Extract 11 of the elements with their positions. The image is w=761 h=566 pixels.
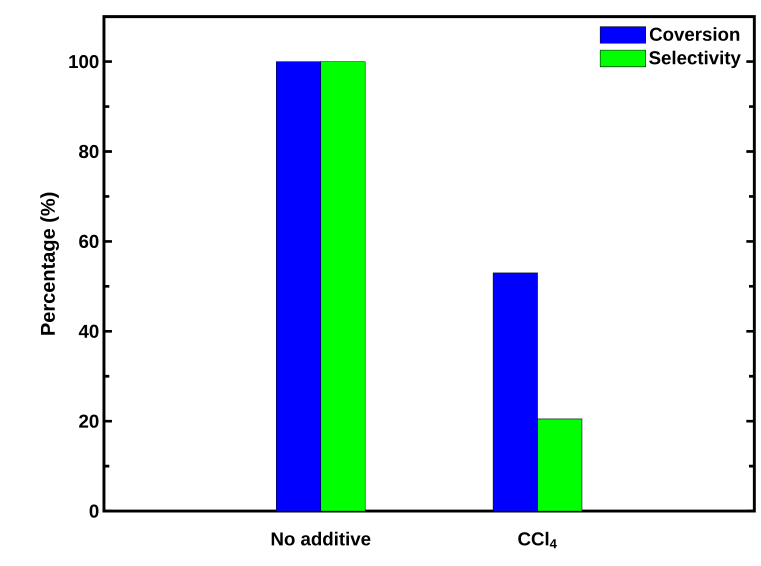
x-tick-label: No additive — [272, 532, 370, 546]
y-axis-title: Percentage (%) — [40, 192, 59, 335]
y-tick-label: 0 — [90, 504, 98, 518]
legend-label: Selectivity — [649, 50, 741, 68]
y-tick-label: 80 — [79, 145, 98, 158]
legend-label: Coversion — [650, 27, 740, 42]
y-tick-label: 60 — [79, 234, 98, 248]
y-tick-label: 100 — [69, 55, 98, 68]
y-tick-label: 20 — [79, 414, 98, 428]
y-tick-label: 40 — [78, 324, 98, 338]
x-tick-label: CCl$_{4}$ — [518, 532, 557, 548]
